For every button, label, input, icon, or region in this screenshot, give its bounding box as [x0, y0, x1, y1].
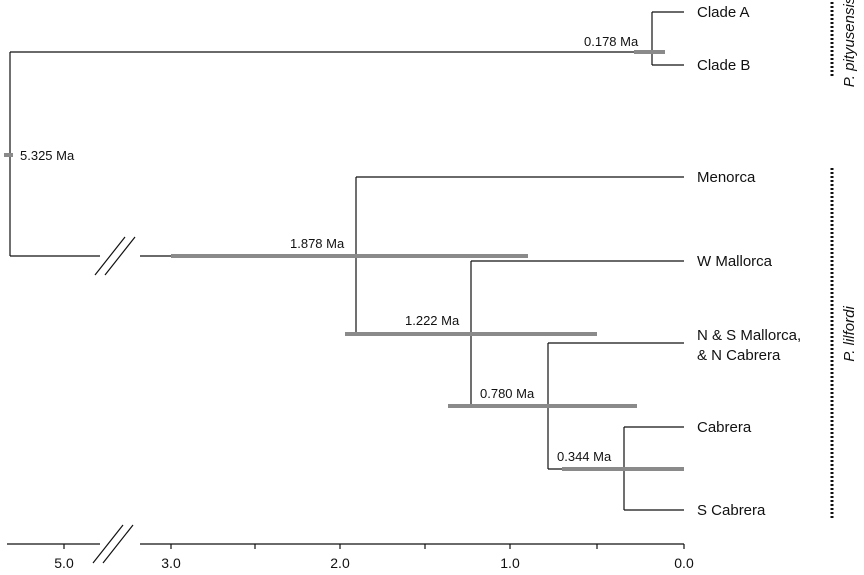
axis-label-3: 3.0	[161, 555, 181, 571]
confidence-bars	[4, 50, 684, 471]
axis-break-1	[92, 524, 124, 564]
group-label-pityusensis: P. pityusensis	[841, 0, 858, 87]
node-age-mallorca: 1.222 Ma	[405, 313, 460, 328]
node-age-pityusensis: 0.178 Ma	[584, 34, 639, 49]
pityusensis-branches	[9, 11, 684, 256]
tip-label-s-cabrera: S Cabrera	[697, 502, 766, 519]
branch-break-mark	[94, 236, 140, 276]
axis-label-2: 2.0	[330, 555, 350, 571]
tip-label-clade-b: Clade B	[697, 57, 750, 74]
node-age-cabrera: 0.344 Ma	[557, 449, 612, 464]
tip-label-clade-a: Clade A	[697, 4, 750, 21]
node-age-ns-cabrera: 0.780 Ma	[480, 386, 535, 401]
tip-label-ns-mallorca-line2: & N Cabrera	[697, 347, 781, 364]
group-label-lilfordi: P. lilfordi	[841, 306, 858, 362]
axis-label-0: 0.0	[674, 555, 694, 571]
axis-break-2	[102, 524, 134, 564]
tip-label-menorca: Menorca	[697, 169, 756, 186]
axis-label-1: 1.0	[500, 555, 520, 571]
node-age-root: 5.325 Ma	[20, 148, 75, 163]
time-axis: 5.0 3.0 2.0 1.0 0.0	[7, 524, 694, 571]
axis-label-5: 5.0	[54, 555, 74, 571]
tip-label-ns-mallorca-line1: N & S Mallorca,	[697, 327, 801, 344]
tip-label-w-mallorca: W Mallorca	[697, 253, 773, 270]
tip-label-cabrera: Cabrera	[697, 419, 752, 436]
node-age-lilfordi: 1.878 Ma	[290, 236, 345, 251]
